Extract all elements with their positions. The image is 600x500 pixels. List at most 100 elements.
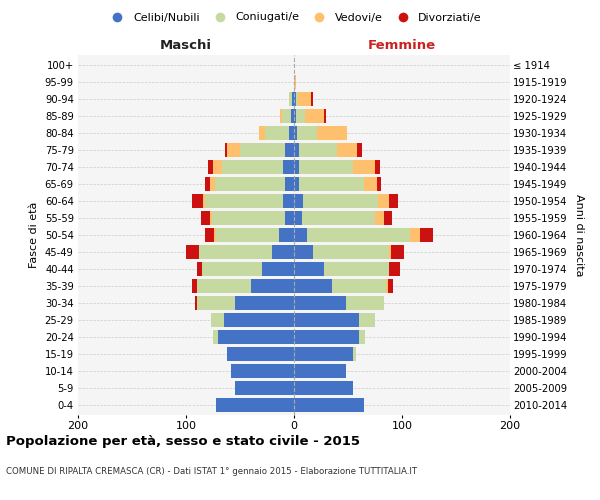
Bar — [298, 92, 311, 106]
Bar — [227, 143, 240, 157]
Bar — [294, 330, 359, 344]
Bar — [311, 92, 313, 106]
Bar — [212, 211, 286, 225]
Bar — [388, 279, 394, 293]
Bar — [297, 126, 317, 140]
Text: COMUNE DI RIPALTA CREMASCA (CR) - Dati ISTAT 1° gennaio 2015 - Elaborazione TUTT: COMUNE DI RIPALTA CREMASCA (CR) - Dati I… — [6, 468, 417, 476]
Bar — [283, 160, 294, 174]
Legend: Celibi/Nubili, Coniugati/e, Vedovi/e, Divorziati/e: Celibi/Nubili, Coniugati/e, Vedovi/e, Di… — [102, 8, 486, 27]
Bar — [279, 228, 294, 242]
Bar — [292, 92, 294, 106]
Bar — [324, 109, 326, 123]
Bar — [410, 228, 421, 242]
Bar — [313, 245, 389, 259]
Bar — [302, 194, 378, 208]
Bar — [294, 279, 332, 293]
Bar — [296, 92, 298, 106]
Bar — [193, 194, 203, 208]
Bar — [232, 364, 294, 378]
Bar — [221, 160, 283, 174]
Bar — [265, 126, 289, 140]
Bar — [235, 381, 294, 395]
Bar — [272, 245, 294, 259]
Bar — [378, 194, 389, 208]
Bar — [203, 194, 205, 208]
Bar — [215, 177, 286, 191]
Bar — [386, 279, 388, 293]
Bar — [216, 228, 279, 242]
Bar — [283, 194, 294, 208]
Bar — [294, 296, 346, 310]
Bar — [218, 330, 294, 344]
Bar — [199, 245, 272, 259]
Bar — [421, 228, 433, 242]
Bar — [359, 313, 375, 327]
Bar — [210, 211, 212, 225]
Bar — [389, 194, 398, 208]
Bar — [224, 313, 294, 327]
Bar — [359, 330, 365, 344]
Bar — [294, 143, 299, 157]
Bar — [294, 75, 296, 89]
Bar — [294, 126, 297, 140]
Bar — [186, 245, 199, 259]
Bar — [356, 143, 362, 157]
Bar — [296, 109, 305, 123]
Bar — [294, 194, 302, 208]
Bar — [294, 381, 353, 395]
Bar — [353, 347, 356, 361]
Bar — [389, 262, 400, 276]
Y-axis label: Anni di nascita: Anni di nascita — [574, 194, 584, 276]
Bar — [193, 279, 197, 293]
Bar — [294, 347, 353, 361]
Bar — [205, 228, 214, 242]
Bar — [197, 279, 251, 293]
Bar — [299, 160, 353, 174]
Bar — [294, 262, 324, 276]
Bar — [235, 296, 294, 310]
Bar — [389, 245, 391, 259]
Bar — [364, 177, 377, 191]
Bar — [289, 92, 292, 106]
Bar — [213, 160, 221, 174]
Bar — [201, 211, 210, 225]
Bar — [197, 296, 235, 310]
Bar — [294, 398, 364, 412]
Bar — [324, 262, 389, 276]
Bar — [197, 262, 202, 276]
Bar — [211, 313, 224, 327]
Bar — [208, 160, 213, 174]
Bar — [262, 262, 294, 276]
Bar — [216, 398, 294, 412]
Bar — [332, 279, 386, 293]
Bar — [337, 143, 356, 157]
Bar — [213, 330, 218, 344]
Bar — [214, 228, 216, 242]
Bar — [294, 177, 299, 191]
Bar — [194, 296, 197, 310]
Bar — [202, 262, 262, 276]
Text: Maschi: Maschi — [160, 40, 212, 52]
Bar — [291, 109, 294, 123]
Bar — [286, 177, 294, 191]
Text: Femmine: Femmine — [368, 40, 436, 52]
Bar — [346, 296, 383, 310]
Bar — [205, 194, 283, 208]
Bar — [353, 160, 375, 174]
Bar — [205, 177, 210, 191]
Bar — [294, 109, 296, 123]
Bar — [282, 109, 291, 123]
Text: Popolazione per età, sesso e stato civile - 2015: Popolazione per età, sesso e stato civil… — [6, 435, 360, 448]
Bar — [294, 228, 307, 242]
Bar — [251, 279, 294, 293]
Bar — [307, 228, 410, 242]
Bar — [259, 126, 265, 140]
Bar — [391, 245, 404, 259]
Bar — [305, 109, 324, 123]
Bar — [294, 313, 359, 327]
Bar — [294, 364, 346, 378]
Bar — [375, 211, 383, 225]
Bar — [299, 143, 337, 157]
Bar — [240, 143, 286, 157]
Bar — [302, 211, 375, 225]
